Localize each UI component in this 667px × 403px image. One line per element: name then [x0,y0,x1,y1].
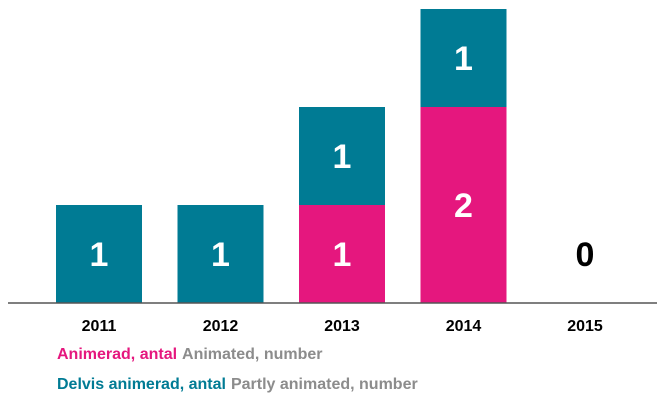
data-label-2013-series-1: 1 [333,138,352,176]
x-tick-label-2012: 2012 [203,318,239,335]
bar-segment-2013-series-0 [299,205,385,303]
bar-segment-2014-series-1 [420,9,507,107]
legend-sublabel-partly-animated: Partly animated, number [230,376,418,393]
data-label-2014-series-0: 2 [454,187,473,225]
bar-segment-2012-series-1 [177,205,264,303]
legend-item-partly-animated: Delvis animerad, antal Partly animated, n… [57,376,418,394]
data-label-2012-series-1: 1 [211,236,230,274]
bar-segment-2014-series-0 [420,107,507,303]
legend-label-partly-animated: Delvis animerad, antal [57,376,226,393]
data-label-2011-series-1: 1 [90,236,109,274]
legend-item-animated: Animerad, antal Animated, number [57,346,323,364]
data-label-2014-series-1: 1 [454,40,473,78]
legend-sublabel-animated: Animated, number [182,346,323,363]
bar-segment-2013-series-1 [299,107,385,205]
data-labels-layer: 1 1 1 1 2 1 0 [90,40,595,274]
data-label-2013-series-0: 1 [333,236,352,274]
x-tick-label-2011: 2011 [82,318,117,335]
x-tick-label-2013: 2013 [324,318,360,335]
x-tick-label-2015: 2015 [567,318,603,335]
bars-layer [56,9,507,303]
x-tick-label-2014: 2014 [446,318,482,335]
bar-segment-2011-series-1 [56,205,142,303]
stacked-bar-chart: 1 1 1 1 2 1 0 2011 2012 2013 2014 2015 [8,9,657,335]
data-label-2015-zero: 0 [576,236,595,274]
x-tick-labels-layer: 2011 2012 2013 2014 2015 [82,318,603,335]
legend-label-animated: Animerad, antal [57,346,178,363]
